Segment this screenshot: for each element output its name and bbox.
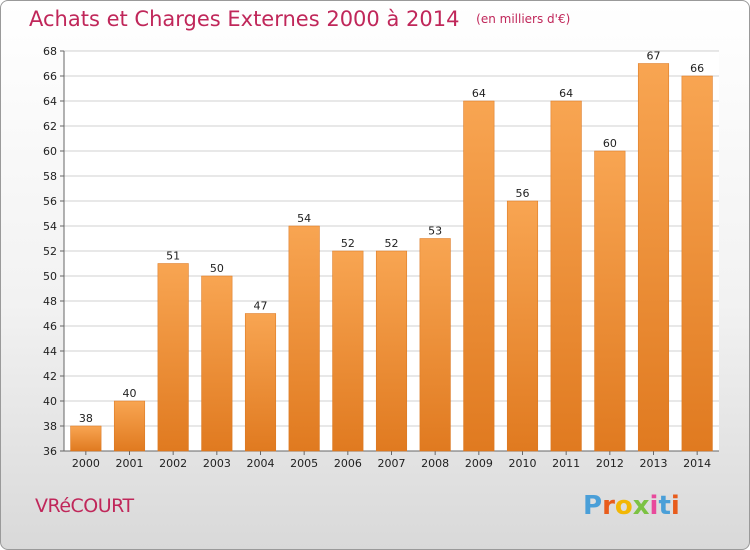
- x-tick-label-2003: 2003: [203, 457, 231, 470]
- y-tick-label: 62: [43, 120, 57, 133]
- chart-subtitle: (en milliers d'€): [476, 12, 571, 26]
- logo-letter: x: [632, 491, 650, 521]
- bars: [70, 63, 713, 452]
- bar-2011[interactable]: [550, 100, 582, 452]
- bar-2004[interactable]: [244, 313, 277, 452]
- bar-2009[interactable]: [463, 100, 495, 452]
- chart-title: Achats et Charges Externes 2000 à 2014 (…: [29, 7, 570, 31]
- bar-2006[interactable]: [332, 250, 364, 452]
- x-tick-label-2000: 2000: [72, 457, 100, 470]
- data-label-2007: 52: [385, 237, 399, 250]
- x-tick-label-2005: 2005: [290, 457, 318, 470]
- data-label-2002: 51: [166, 250, 180, 263]
- x-tick-label-2012: 2012: [596, 457, 624, 470]
- bar-2013[interactable]: [637, 63, 670, 452]
- data-label-2009: 64: [472, 87, 486, 100]
- logo-letter: P: [583, 491, 603, 521]
- data-label-2003: 50: [210, 262, 224, 275]
- y-tick-label: 52: [43, 245, 57, 258]
- data-label-2004: 47: [254, 300, 268, 313]
- data-label-2011: 64: [559, 87, 573, 100]
- data-label-2012: 60: [603, 137, 617, 150]
- bar-2000[interactable]: [70, 425, 102, 452]
- proxiti-logo[interactable]: Proxiti: [583, 491, 680, 521]
- data-label-2010: 56: [516, 187, 530, 200]
- bar-2012[interactable]: [594, 150, 626, 452]
- logo-letter: t: [658, 491, 671, 521]
- y-tick-label: 56: [43, 195, 57, 208]
- data-labels: 38 40 51 50 47 54 52 52 53 64 56 64 60 67 66: [79, 50, 704, 426]
- y-tick-label: 64: [43, 95, 57, 108]
- chart-title-text: Achats et Charges Externes 2000 à 2014: [29, 7, 460, 31]
- y-tick-label: 66: [43, 70, 57, 83]
- x-tick-label-2013: 2013: [640, 457, 668, 470]
- bar-2008[interactable]: [419, 238, 451, 452]
- bar-2005[interactable]: [288, 225, 320, 452]
- bar-2010[interactable]: [506, 200, 539, 452]
- logo-letter: o: [614, 491, 633, 521]
- x-tick-label-2011: 2011: [552, 457, 580, 470]
- x-tick-label-2006: 2006: [334, 457, 362, 470]
- y-tick-label: 38: [43, 420, 57, 433]
- bar-2003[interactable]: [201, 275, 233, 452]
- data-label-2006: 52: [341, 237, 355, 250]
- bar-2007[interactable]: [375, 250, 408, 452]
- y-tick-label: 42: [43, 370, 57, 383]
- logo-letter: r: [602, 491, 615, 521]
- bar-2002[interactable]: [157, 263, 189, 452]
- x-tick-label-2009: 2009: [465, 457, 493, 470]
- y-tick-label: 40: [43, 395, 57, 408]
- logo-letter: i: [649, 491, 659, 521]
- data-label-2000: 38: [79, 412, 93, 425]
- data-label-2001: 40: [123, 387, 137, 400]
- y-tick-label: 48: [43, 295, 57, 308]
- data-label-2014: 66: [690, 62, 704, 75]
- y-tick-label: 60: [43, 145, 57, 158]
- data-label-2013: 67: [647, 50, 661, 63]
- bar-2001[interactable]: [113, 400, 146, 452]
- logo-letter: i: [670, 491, 680, 521]
- commune-name: VRéCOURT: [35, 495, 134, 517]
- x-tick-label-2010: 2010: [509, 457, 537, 470]
- y-tick-label: 68: [43, 45, 57, 58]
- y-tick-label: 50: [43, 270, 57, 283]
- y-tick-label: 54: [43, 220, 57, 233]
- x-tick-label-2002: 2002: [159, 457, 187, 470]
- data-label-2005: 54: [297, 212, 311, 225]
- x-tick-label-2007: 2007: [378, 457, 406, 470]
- x-tick-label-2014: 2014: [683, 457, 711, 470]
- y-tick-label: 58: [43, 170, 57, 183]
- y-tick-label: 44: [43, 345, 57, 358]
- data-label-2008: 53: [428, 225, 442, 238]
- x-tick-label-2008: 2008: [421, 457, 449, 470]
- x-tick-label-2004: 2004: [247, 457, 275, 470]
- bar-2014[interactable]: [681, 75, 713, 452]
- x-tick-label-2001: 2001: [116, 457, 144, 470]
- y-tick-label: 46: [43, 320, 57, 333]
- y-tick-label: 36: [43, 445, 57, 458]
